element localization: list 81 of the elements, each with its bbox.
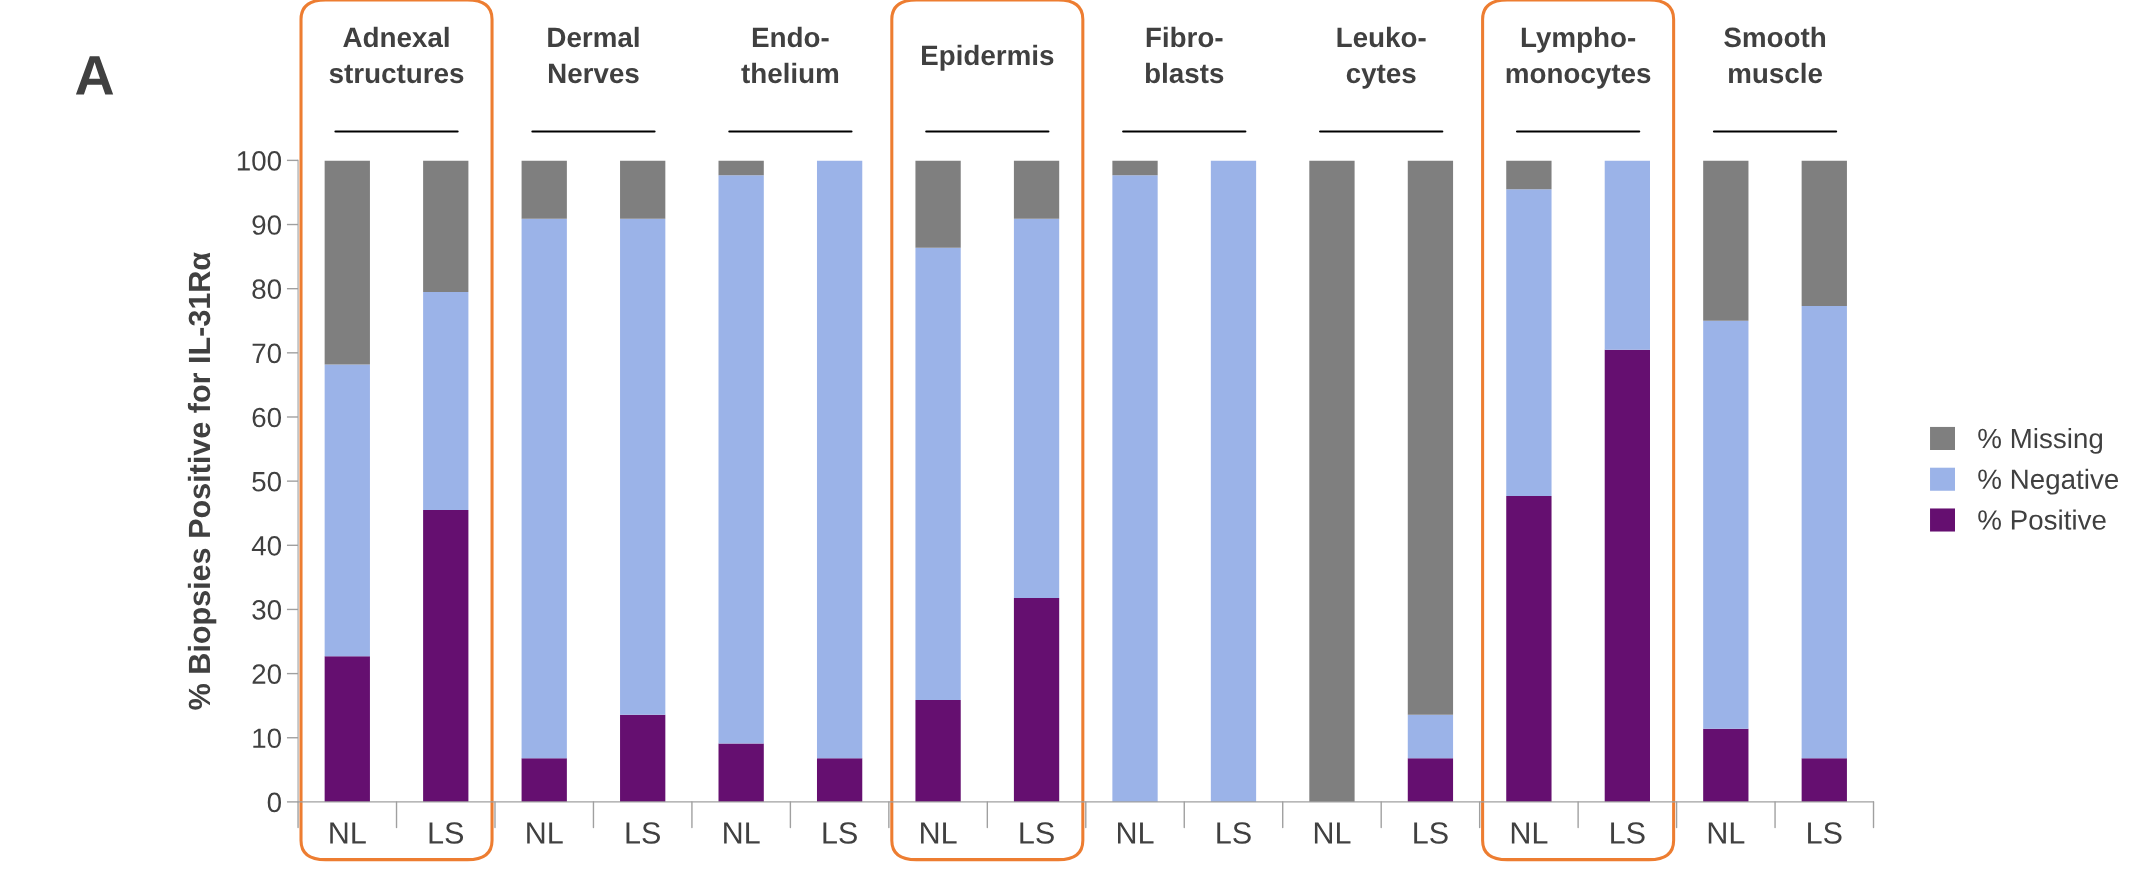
bar [1112,160,1158,176]
x-tick-label: NL [724,822,760,844]
bar [423,160,469,292]
bar [1604,160,1650,350]
bar [1407,160,1454,715]
bar [620,218,666,715]
bar [915,699,961,802]
bar [1013,160,1060,219]
x-tick-label: NL [1708,822,1745,844]
bar [620,160,666,219]
bar [324,160,370,365]
text: Fibro- blasts [1145,26,1224,84]
x-tick-label: NL [1314,822,1351,844]
y-tick-label: 50 [252,471,281,492]
bar [1112,175,1158,802]
bar [1703,728,1749,802]
text: Adnexal structures [329,26,464,84]
y-tick-label: 70 [252,343,281,364]
bar [1703,320,1749,729]
bar [1506,189,1552,496]
bar [718,743,764,802]
bar [1407,758,1454,802]
bar [816,160,863,759]
y-tick-label: 0 [267,792,281,813]
bar [1013,218,1060,598]
text: Endo- thelium [741,26,839,84]
bar [915,160,961,248]
legend-label: % Negative [1978,468,2119,495]
y-tick-label: 90 [252,215,281,235]
x-tick-label: LS [429,822,464,844]
bar [521,160,567,219]
bar [816,758,863,802]
bar [1506,160,1552,190]
x-tick-label: NL [1511,822,1548,844]
bar [1309,160,1355,802]
bar [1604,349,1650,802]
bar [423,291,469,511]
bar [620,714,666,802]
bar [1407,714,1454,759]
x-tick-label: NL [1118,822,1154,844]
text: Dermal Nerves [548,26,639,84]
bar [718,160,764,176]
x-tick-label: NL [330,822,366,844]
x-tick-label: LS [1808,822,1842,844]
bar [521,218,567,759]
legend-label: % Missing [1978,427,2103,454]
chart-title: A [75,56,114,95]
bar [324,364,370,657]
x-tick-label: LS [626,822,660,844]
y-tick-label: 60 [252,407,281,428]
x-tick-label: LS [1414,822,1448,844]
x-tick-label: LS [1611,822,1645,844]
x-tick-label: NL [527,822,563,844]
bar [1801,306,1847,759]
y-tick-label: 80 [252,279,281,300]
bar [1506,495,1552,802]
bar [1801,758,1847,802]
text: Leuko- cytes [1337,26,1426,89]
y-axis-title: % Biopsies Positive for IL-31Rα [187,252,217,710]
text: Lympho- monocytes [1506,26,1651,89]
bar [915,247,961,700]
y-tick-label: 30 [252,600,281,620]
x-tick-label: LS [1020,822,1054,844]
y-tick-label: 10 [253,728,281,749]
bar [718,175,764,744]
bar [1013,597,1060,802]
bar [423,510,469,802]
y-tick-label: 20 [252,664,281,684]
bar [521,758,567,802]
x-tick-label: NL [921,822,957,844]
legend-label: % Positive [1978,509,2106,530]
y-tick-label: 40 [251,535,281,556]
bar [1801,160,1847,307]
bar [1210,160,1257,802]
y-tick-label: 100 [237,151,282,171]
bar [1703,160,1749,321]
bar [324,656,370,802]
text: Epidermis [922,44,1054,71]
x-tick-label: LS [823,822,857,844]
x-tick-label: LS [1217,822,1251,844]
text: Smooth muscle [1724,26,1826,84]
